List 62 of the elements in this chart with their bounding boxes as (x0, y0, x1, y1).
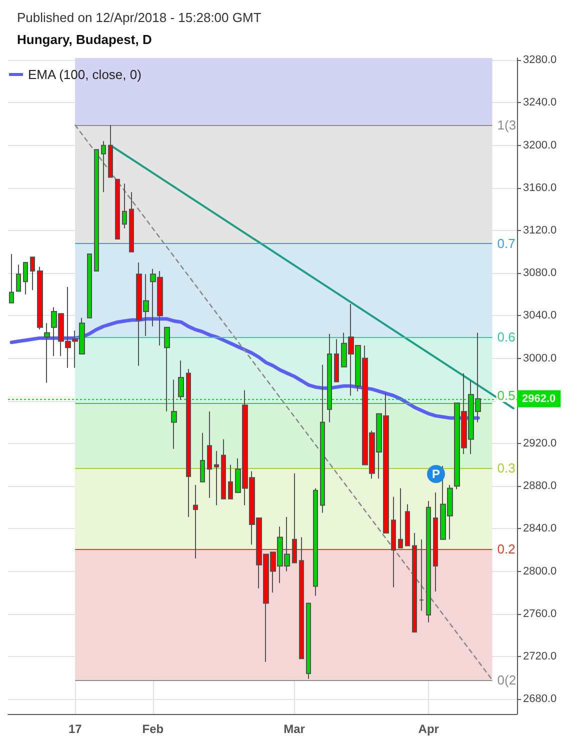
candlestick (398, 488, 403, 548)
candlestick (426, 500, 431, 623)
ref-line-label: 2962.0 (522, 392, 556, 405)
candlestick (122, 183, 127, 229)
candlestick (306, 602, 311, 680)
candlestick (412, 532, 417, 632)
annotation: 0(2 (497, 672, 516, 688)
candlestick (221, 438, 226, 500)
candlestick (419, 538, 424, 612)
y-tick-label: 3160.0 (523, 182, 557, 194)
candlestick (186, 368, 191, 518)
y-tick-label: 2880.0 (523, 480, 557, 492)
candlestick (313, 488, 318, 596)
candlestick (44, 322, 50, 384)
candlestick (299, 536, 304, 660)
candlestick (200, 432, 205, 482)
candlestick (193, 484, 198, 560)
y-tick-label: 3240.0 (523, 96, 557, 109)
y-tick-label: 2680.0 (523, 693, 557, 706)
y-tick-label: 3200.0 (523, 139, 557, 152)
text: Published on 12/Apr/2018 - 15:28:00 GMT (17, 10, 262, 25)
candlestick (9, 253, 14, 304)
x-tick-label: Feb (142, 722, 164, 736)
candlestick (391, 496, 396, 588)
annotation: 0.5 (497, 388, 516, 404)
candlestick (214, 450, 219, 506)
annotation: 0.3 (497, 460, 516, 476)
candlestick (129, 192, 134, 252)
x-tick-label: 17 (68, 722, 82, 736)
y-tick-label: 2840.0 (523, 522, 557, 535)
candlestick (207, 411, 212, 498)
x-tick-label: Apr (418, 722, 440, 736)
candlestick (94, 149, 99, 272)
candlestick (30, 256, 35, 291)
candlestick (37, 266, 43, 330)
y-tick-label: 2920.0 (523, 438, 557, 450)
candlestick (101, 140, 106, 193)
y-tick-label: 3080.0 (523, 267, 557, 280)
y-tick-label: 2800.0 (523, 565, 557, 578)
y-tick-label: 3280.0 (523, 54, 557, 66)
annotation: 0.7 (497, 236, 516, 251)
candlestick (334, 338, 339, 382)
candlestick (433, 492, 438, 592)
candlestick (228, 464, 233, 500)
y-tick-label: 3000.0 (523, 352, 557, 364)
annotation: 1(3 (497, 118, 516, 133)
annotation: 0.6 (497, 330, 516, 345)
annotation: 0.2 (497, 541, 516, 556)
y-tick-label: 3040.0 (523, 310, 557, 322)
y-tick-label: 3120.0 (523, 224, 557, 237)
y-tick-label: 2760.0 (523, 608, 557, 620)
chart-title: Hungary, Budapest, D (17, 32, 152, 47)
candlestick (16, 264, 21, 292)
legend-label: EMA (100, close, 0) (28, 67, 142, 82)
candlestick (87, 253, 92, 318)
candlestick (115, 178, 120, 240)
candlestick (23, 262, 28, 295)
candlestick (292, 472, 297, 564)
candlestick (405, 504, 410, 546)
x-tick-label: Mar (284, 722, 306, 736)
y-tick-label: 2720.0 (523, 650, 557, 662)
candlestick (108, 124, 113, 178)
